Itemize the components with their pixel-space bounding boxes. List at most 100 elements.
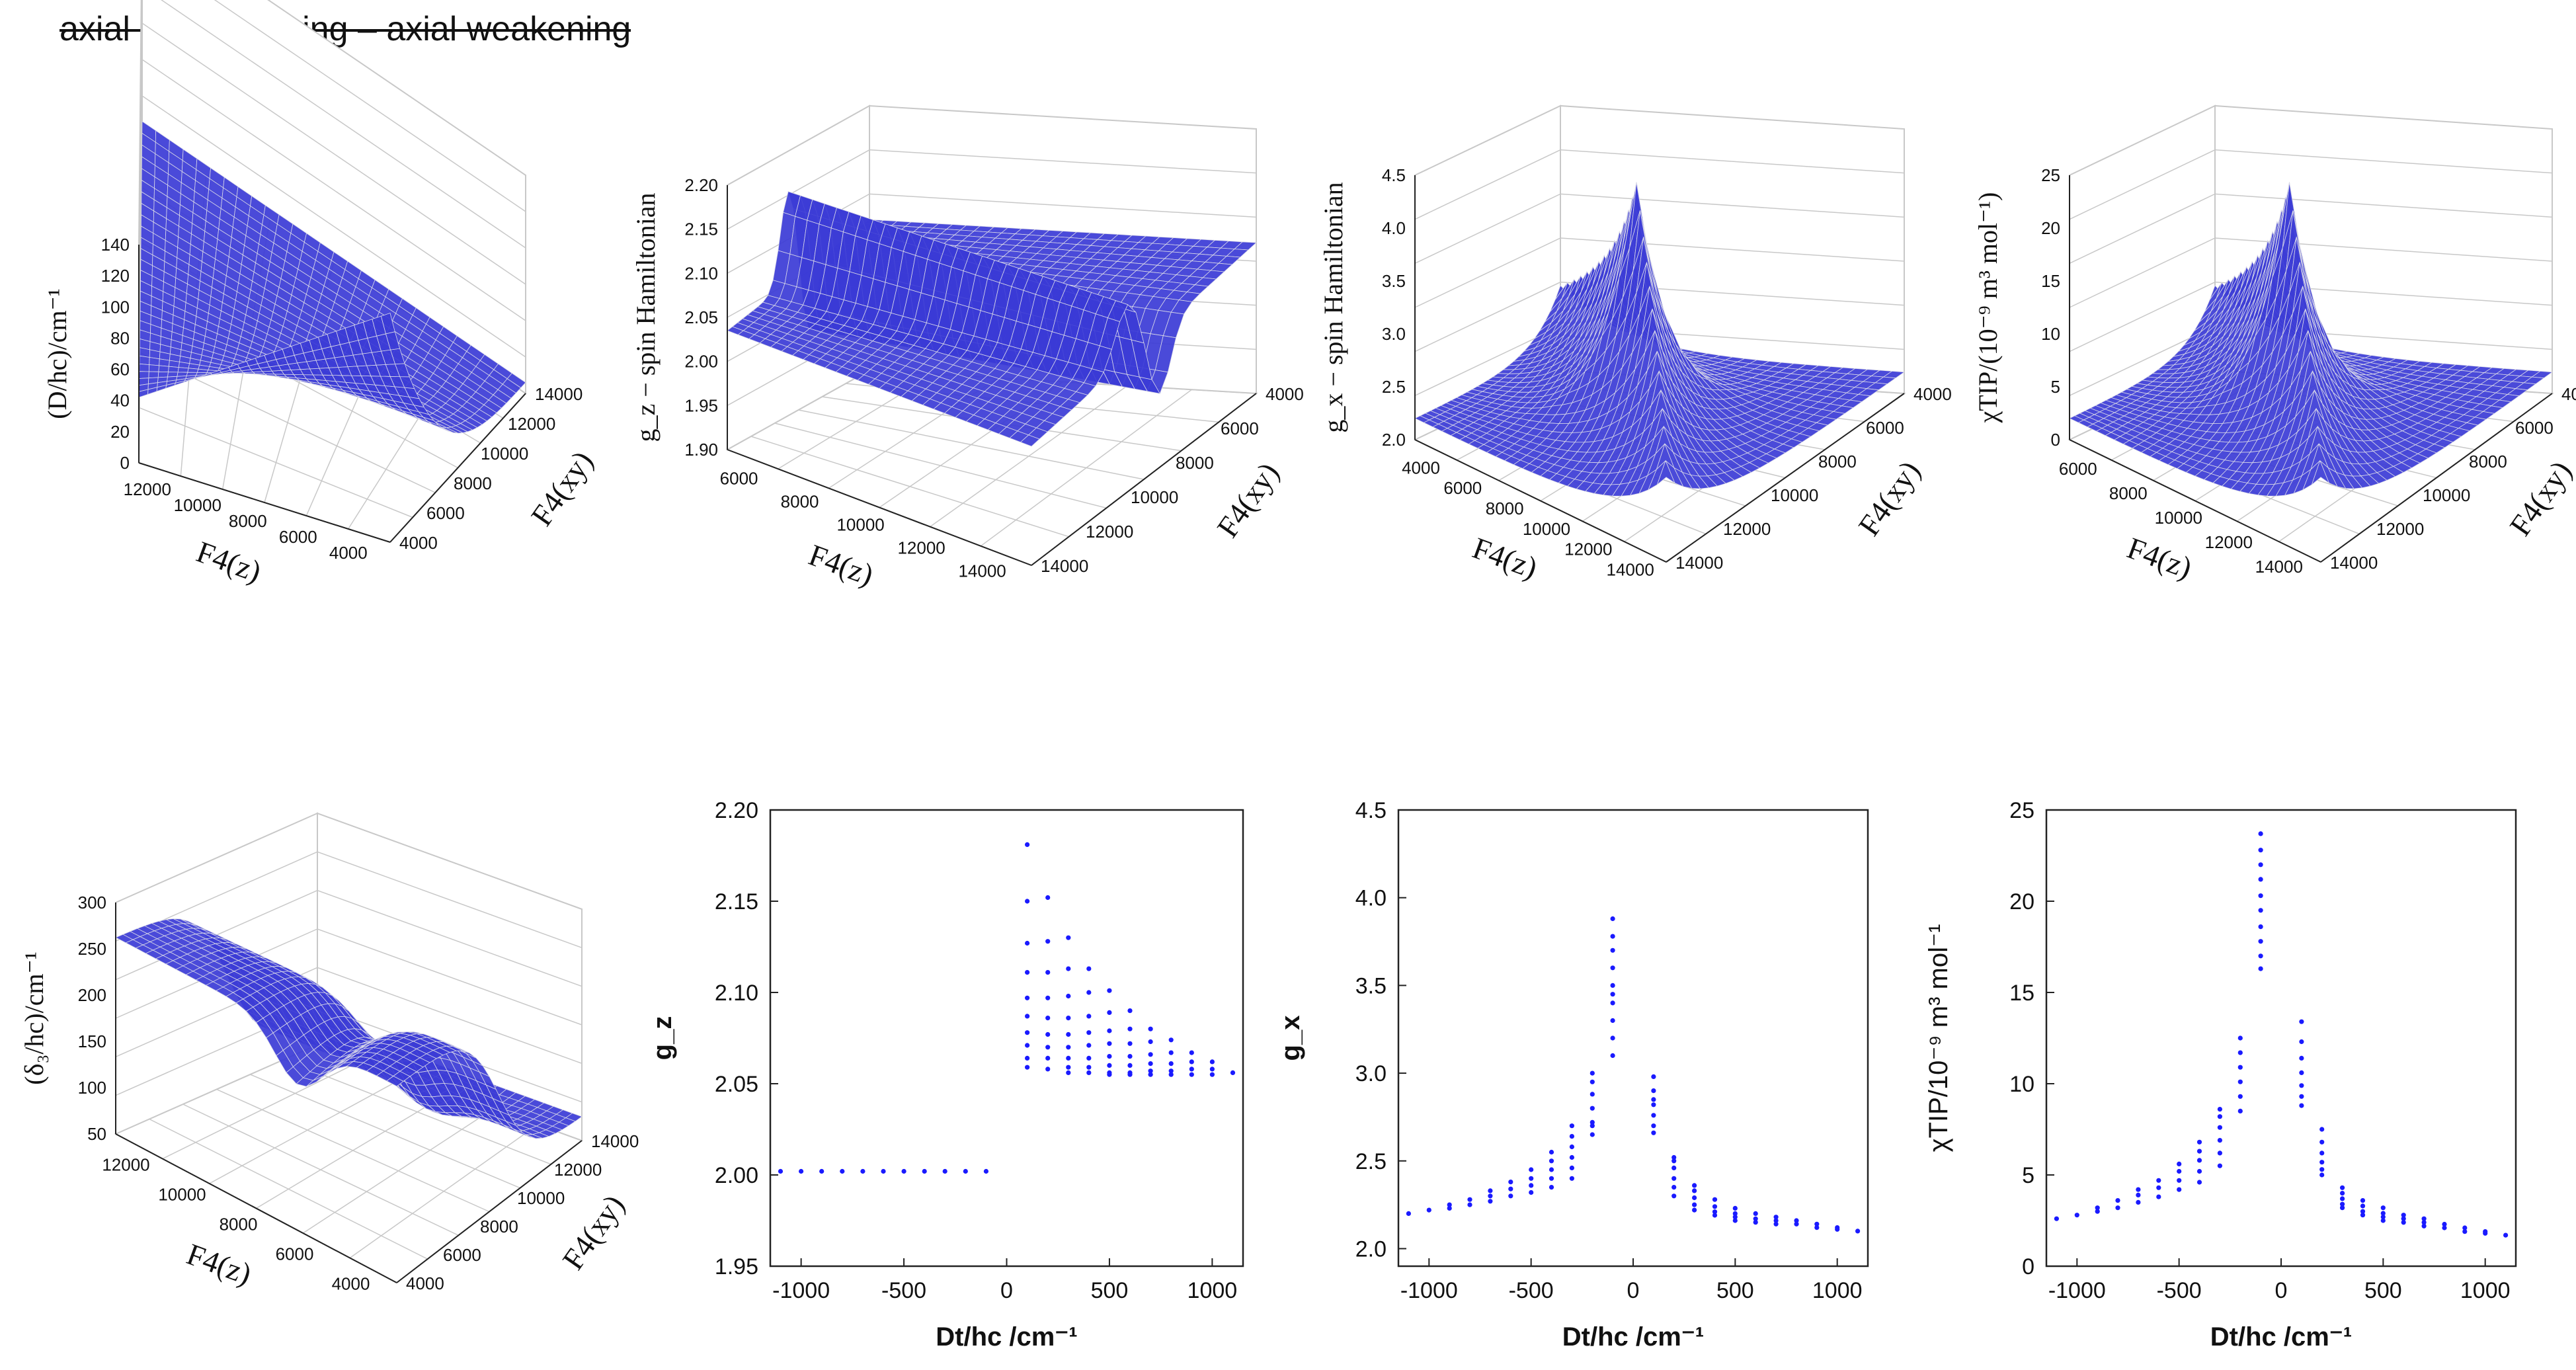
surface-patch <box>187 368 199 373</box>
data-point <box>1753 1211 1758 1216</box>
x-tick-label: 10000 <box>1523 519 1570 539</box>
z-tick-label: 2.0 <box>1382 430 1406 450</box>
data-point <box>1230 1070 1236 1075</box>
data-point <box>1066 1070 1071 1075</box>
x-tick-label: 8000 <box>1486 499 1524 518</box>
surface-patch <box>148 371 159 379</box>
data-point <box>1508 1180 1513 1185</box>
y-tick-label: 14000 <box>1675 553 1723 573</box>
y-tick-label: 6000 <box>2515 418 2554 438</box>
data-point <box>2237 1079 2243 1084</box>
surface-patch <box>380 312 395 335</box>
chiTIP-vs-Dt: -1000 -500 0 500 1000 0 5 10 15 20 25 Dt/hc /cm⁻¹ χT… <box>1924 798 2517 1351</box>
data-point <box>2360 1213 2366 1218</box>
x-tick-label: 1000 <box>1812 1278 1863 1303</box>
surface-patch <box>158 365 169 373</box>
data-point <box>840 1168 845 1174</box>
data-point <box>1549 1149 1554 1155</box>
y-axis-label: F4(xy) <box>2503 455 2576 542</box>
data-point <box>1590 1132 1595 1137</box>
data-point <box>1447 1202 1452 1207</box>
data-point <box>2177 1161 2182 1166</box>
z-tick-label: 2.20 <box>684 175 718 195</box>
data-point <box>2177 1187 2182 1192</box>
data-point <box>1107 988 1112 993</box>
data-point <box>1610 992 1615 997</box>
z-tick-label: 250 <box>78 939 106 959</box>
data-point <box>1189 1050 1194 1055</box>
surface-patch <box>148 364 160 372</box>
z-axis-label: (D/hc)/cm⁻¹ <box>42 288 72 419</box>
data-point <box>2340 1191 2345 1196</box>
z-tick-label: 3.5 <box>1382 271 1406 291</box>
x-tick-label: -500 <box>1509 1278 1554 1303</box>
data-point <box>1671 1158 1677 1164</box>
x-tick-label: 500 <box>1716 1278 1754 1303</box>
data-point <box>2258 877 2263 882</box>
data-point <box>2258 908 2263 913</box>
y-tick-label: 2.05 <box>715 1072 758 1097</box>
data-point <box>1045 995 1051 1000</box>
data-point <box>942 1168 947 1174</box>
data-point <box>2258 893 2263 899</box>
x-tick-label: 500 <box>2364 1278 2402 1303</box>
data-point <box>2340 1185 2345 1190</box>
data-point <box>2299 1019 2304 1024</box>
data-point <box>2177 1168 2182 1174</box>
x-tick-label: 14000 <box>2255 557 2303 577</box>
y-tick-label: 12000 <box>2376 519 2424 539</box>
data-point <box>2115 1205 2120 1211</box>
data-point <box>1610 1035 1615 1041</box>
data-point <box>1488 1199 1493 1204</box>
x-tick-label: 0 <box>2275 1278 2288 1303</box>
data-point <box>2217 1114 2222 1119</box>
data-point <box>1426 1207 1431 1213</box>
data-point <box>1086 1043 1092 1048</box>
data-point <box>2299 1055 2304 1061</box>
data-point <box>2237 1035 2243 1041</box>
y-tick-label: 4000 <box>406 1273 444 1293</box>
y-tick-label: 14000 <box>1041 556 1088 576</box>
panel-D: 0204060801001201401200010000800060004000… <box>42 0 600 588</box>
data-point <box>2319 1127 2325 1132</box>
surface-patch <box>139 371 149 379</box>
x-axis-label: F4(z) <box>192 534 266 588</box>
data-point <box>1569 1123 1574 1129</box>
surface-patch <box>139 363 150 372</box>
data-point <box>1549 1167 1554 1172</box>
data-point <box>1045 1055 1051 1061</box>
data-point <box>1045 1045 1051 1050</box>
data-point <box>1066 1031 1071 1037</box>
y-tick-label: 10000 <box>1131 487 1178 507</box>
y-tick-label: 15 <box>2009 981 2034 1006</box>
data-point <box>1086 990 1092 995</box>
data-point <box>2177 1178 2182 1183</box>
x-tick-label: 6000 <box>276 1244 314 1264</box>
data-point <box>2095 1205 2100 1211</box>
data-point <box>1610 1053 1615 1059</box>
y-tick-label: 2.5 <box>1355 1149 1387 1174</box>
data-point <box>1732 1205 1738 1211</box>
x-tick-label: 6000 <box>279 527 317 547</box>
data-point <box>1488 1188 1493 1193</box>
x-axis-line <box>138 462 391 543</box>
x-tick-label: 0 <box>1627 1278 1640 1303</box>
y-tick-label: 6000 <box>443 1245 481 1265</box>
y-tick-label: 6000 <box>1221 419 1259 438</box>
data-point <box>1045 1067 1051 1072</box>
z-tick-label: 4.5 <box>1382 165 1406 185</box>
data-point <box>1712 1197 1718 1202</box>
data-point <box>1148 1072 1153 1077</box>
data-point <box>1569 1154 1574 1160</box>
data-point <box>1066 1016 1071 1021</box>
data-point <box>1590 1123 1595 1129</box>
z-tick-label: 25 <box>2041 165 2060 185</box>
data-point <box>2196 1158 2202 1163</box>
y-tick-label: 10000 <box>1771 485 1818 505</box>
data-point <box>901 1168 906 1174</box>
data-point <box>1107 1010 1112 1015</box>
y-tick-label: 8000 <box>2469 452 2507 471</box>
y-tick-label: 2.20 <box>715 798 758 823</box>
data-point <box>1148 1052 1153 1057</box>
data-point <box>2196 1168 2202 1174</box>
